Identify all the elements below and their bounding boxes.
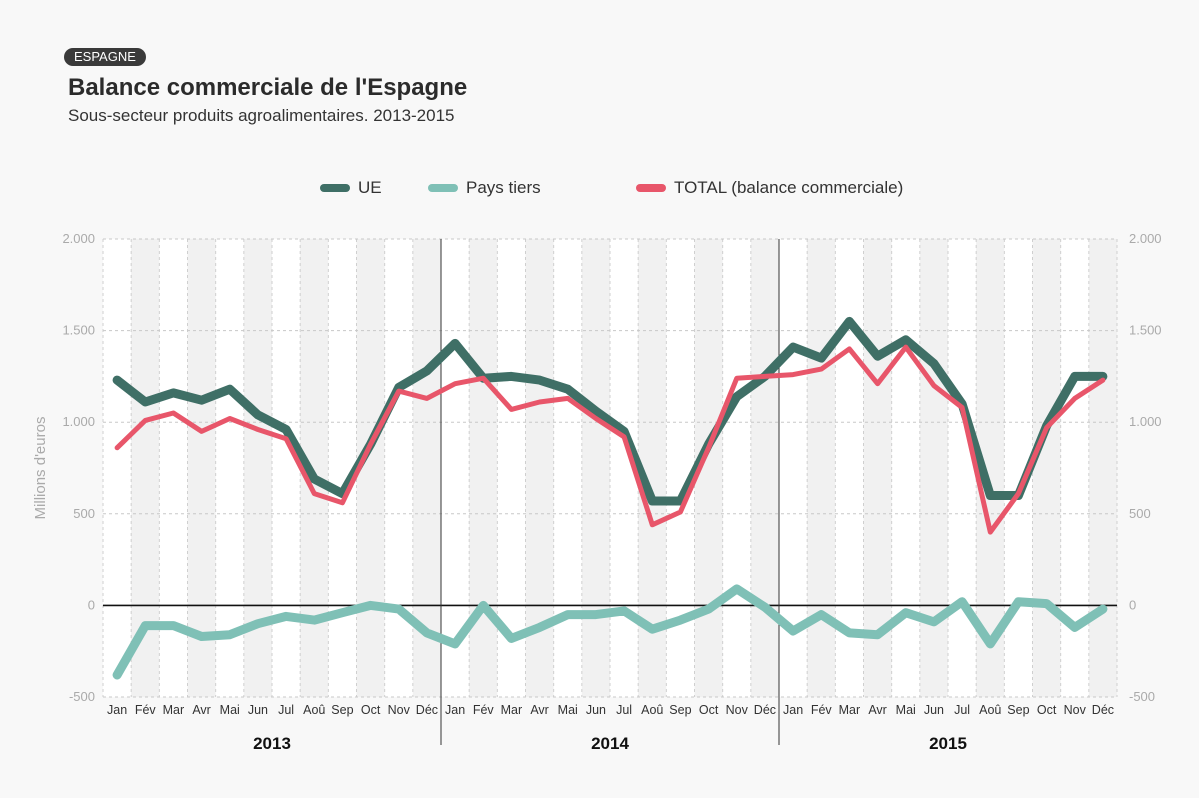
legend-label-ue: UE (358, 178, 382, 197)
y-tick-label-left: 0 (88, 597, 95, 612)
column-band (328, 239, 357, 697)
x-tick-label: Nov (1064, 703, 1087, 717)
x-tick-label: Mar (163, 703, 185, 717)
x-tick-label: Jun (924, 703, 944, 717)
column-band (666, 239, 695, 697)
column-band (441, 239, 470, 697)
column-band (553, 239, 582, 697)
column-band (948, 239, 977, 697)
y-tick-label-right: 1.500 (1129, 323, 1162, 338)
legend-item-total: TOTAL (balance commerciale) (636, 176, 903, 200)
series-line-total (114, 344, 1106, 535)
legend-label-total: TOTAL (balance commerciale) (674, 178, 904, 197)
column-band (103, 239, 132, 697)
y-tick-label-right: 2.000 (1129, 231, 1162, 246)
column-band (863, 239, 892, 697)
legend-swatch-pays-tiers (428, 184, 458, 192)
y-tick-label-left: 1.000 (62, 414, 95, 429)
chart-title: Balance commerciale de l'Espagne (68, 74, 468, 101)
x-tick-label: Nov (388, 703, 411, 717)
x-tick-label: Jan (107, 703, 127, 717)
x-tick-label: Mar (839, 703, 861, 717)
year-label: 2015 (929, 734, 967, 753)
column-band (891, 239, 920, 697)
x-tick-label: Jan (445, 703, 465, 717)
y-tick-label-left: 500 (73, 506, 95, 521)
y-tick-label-right: 0 (1129, 597, 1136, 612)
y-axis-label: Millions d'euros (32, 417, 49, 520)
column-band (807, 239, 836, 697)
x-tick-label: Mai (896, 703, 916, 717)
x-tick-label: Jun (248, 703, 268, 717)
y-tick-label-right: 500 (1129, 506, 1151, 521)
x-tick-label: Fév (811, 703, 833, 717)
column-band (835, 239, 864, 697)
column-band (272, 239, 301, 697)
legend: UE Pays tiers TOTAL (balance commerciale… (0, 176, 1199, 200)
legend-item-ue: UE (320, 176, 382, 200)
legend-item-pays-tiers: Pays tiers (428, 176, 541, 200)
column-band (131, 239, 160, 697)
y-tick-label-right: -500 (1129, 689, 1155, 704)
column-band (750, 239, 779, 697)
column-band (469, 239, 498, 697)
column-band (722, 239, 751, 697)
x-tick-label: Oct (699, 703, 719, 717)
x-tick-label: Oct (361, 703, 381, 717)
year-label: 2013 (253, 734, 291, 753)
x-tick-label: Nov (726, 703, 749, 717)
column-band (919, 239, 948, 697)
x-tick-label: Jul (278, 703, 294, 717)
x-tick-label: Déc (754, 703, 776, 717)
y-tick-label-left: -500 (69, 689, 95, 704)
x-tick-label: Jan (783, 703, 803, 717)
column-band (1032, 239, 1061, 697)
x-tick-label: Avr (868, 703, 887, 717)
x-tick-label: Jul (616, 703, 632, 717)
series-line-pays (112, 584, 1108, 680)
x-tick-label: Mai (558, 703, 578, 717)
x-tick-label: Sep (1007, 703, 1029, 717)
y-tick-label-left: 1.500 (62, 323, 95, 338)
x-tick-label: Mar (501, 703, 523, 717)
legend-swatch-ue (320, 184, 350, 192)
x-tick-label: Sep (669, 703, 691, 717)
x-tick-label: Fév (135, 703, 157, 717)
region-badge: ESPAGNE (64, 48, 146, 66)
legend-label-pays-tiers: Pays tiers (466, 178, 541, 197)
x-tick-label: Jun (586, 703, 606, 717)
y-tick-label-left: 2.000 (62, 231, 95, 246)
y-tick-label-right: 1.000 (1129, 414, 1162, 429)
column-band (187, 239, 216, 697)
x-tick-label: Aoû (979, 703, 1001, 717)
column-band (384, 239, 413, 697)
column-band (215, 239, 244, 697)
x-tick-label: Déc (416, 703, 438, 717)
x-tick-label: Oct (1037, 703, 1057, 717)
year-label: 2014 (591, 734, 629, 753)
x-tick-label: Jul (954, 703, 970, 717)
column-band (581, 239, 610, 697)
x-tick-label: Déc (1092, 703, 1114, 717)
x-tick-label: Aoû (303, 703, 325, 717)
series-line-ue (112, 316, 1108, 506)
x-tick-label: Fév (473, 703, 495, 717)
column-band (1088, 239, 1117, 697)
column-band (159, 239, 188, 697)
x-tick-label: Avr (192, 703, 211, 717)
chart-subtitle: Sous-secteur produits agroalimentaires. … (68, 106, 455, 125)
x-tick-label: Mai (220, 703, 240, 717)
x-tick-label: Sep (331, 703, 353, 717)
x-tick-label: Aoû (641, 703, 663, 717)
legend-swatch-total (636, 184, 666, 192)
x-tick-label: Avr (530, 703, 549, 717)
